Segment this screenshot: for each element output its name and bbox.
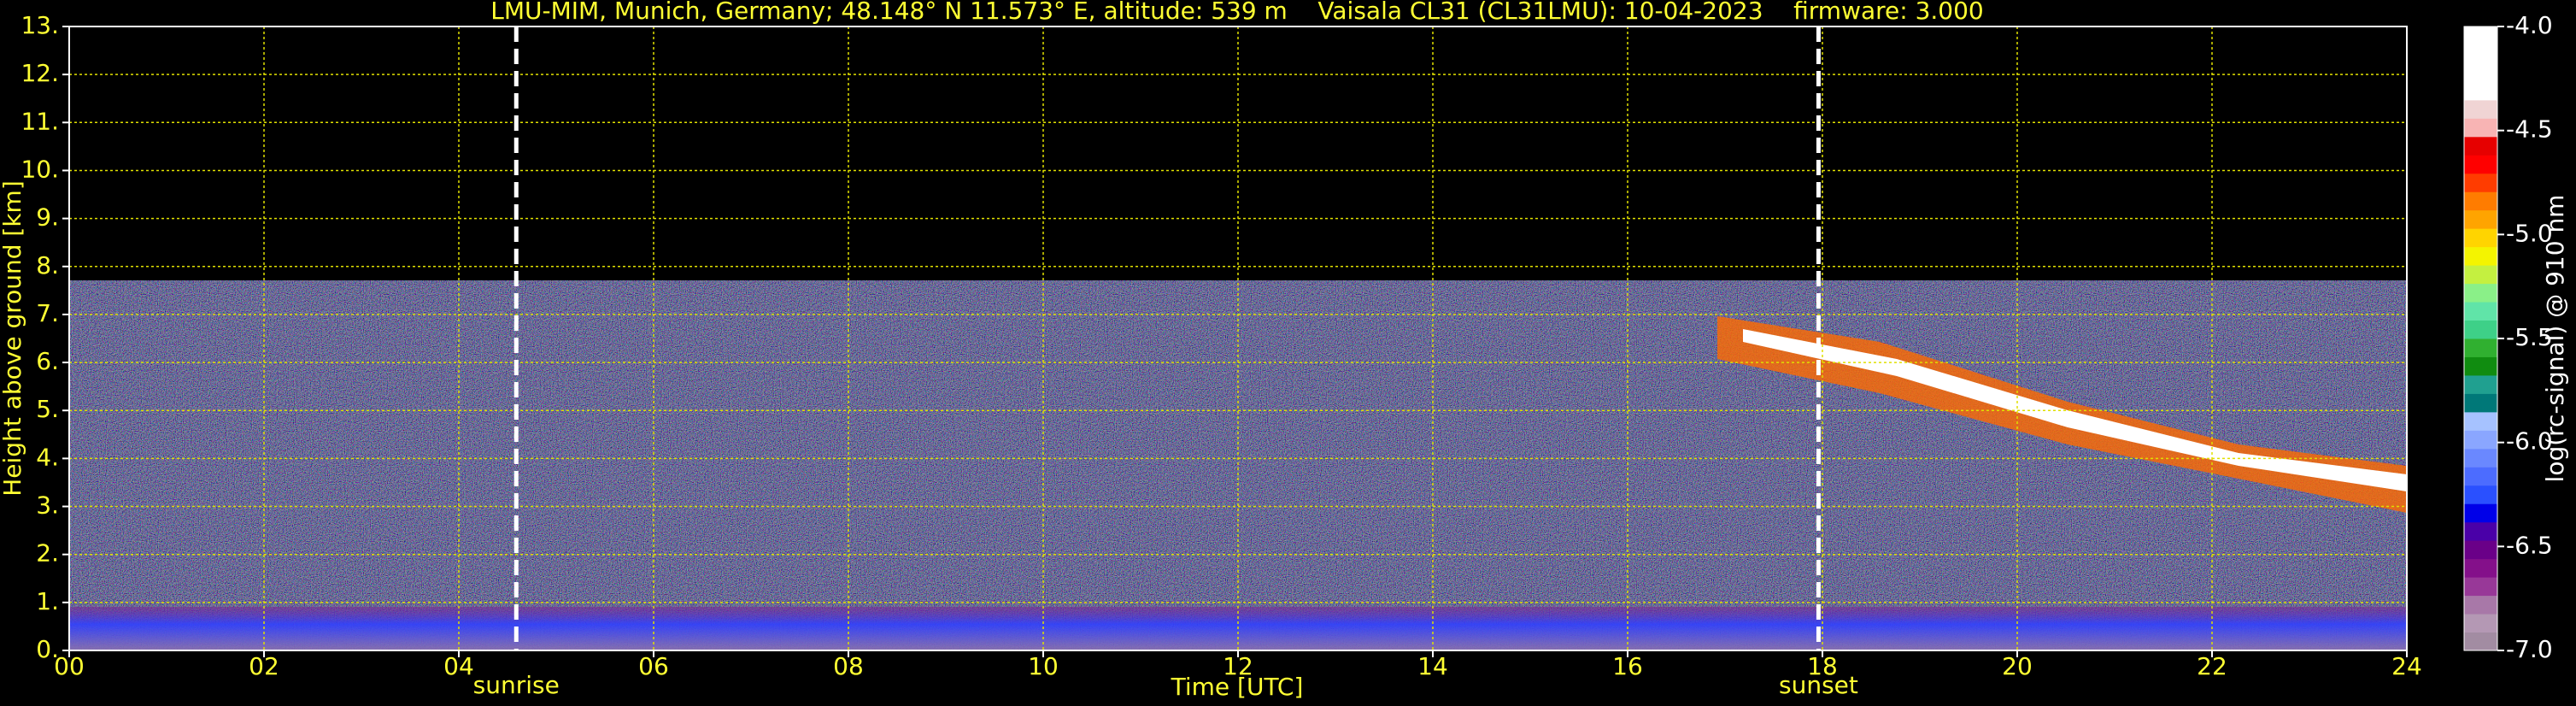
colorbar-segment	[2464, 485, 2497, 504]
x-tick-label: 12	[1223, 652, 1253, 680]
colorbar-tick-label: -5.0	[2506, 219, 2553, 247]
colorbar-segment	[2464, 521, 2497, 541]
colorbar-segment	[2464, 265, 2497, 285]
colorbar-segment	[2464, 44, 2497, 64]
x-tick-label: 08	[833, 652, 864, 680]
colorbar-segment	[2464, 338, 2497, 357]
colorbar-segment	[2464, 558, 2497, 578]
colorbar-tick-label: -6.0	[2506, 427, 2553, 456]
y-tick-label: 12.	[21, 59, 59, 87]
colorbar-segment	[2464, 228, 2497, 248]
colorbar-segment	[2464, 614, 2497, 633]
x-tick-label: 10	[1028, 652, 1059, 680]
colorbar-segment	[2464, 320, 2497, 339]
x-tick-label: 14	[1417, 652, 1448, 680]
x-tick-label: 20	[2002, 652, 2033, 680]
y-tick-label: 2.	[36, 539, 59, 568]
y-tick-label: 7.	[36, 299, 59, 327]
x-axis-label: Time [UTC]	[1171, 673, 1304, 701]
colorbar-segment	[2464, 448, 2497, 468]
x-tick-label: 18	[1807, 652, 1838, 680]
colorbar-segment	[2464, 246, 2497, 266]
x-tick-label: 02	[249, 652, 279, 680]
colorbar-segment	[2464, 540, 2497, 560]
y-tick-label: 0.	[36, 635, 59, 663]
colorbar-tick-label: -7.0	[2506, 635, 2553, 663]
chart-title: LMU-MIM, Munich, Germany; 48.148° N 11.5…	[490, 0, 1984, 25]
y-tick-label: 3.	[36, 491, 59, 520]
colorbar-segment	[2464, 191, 2497, 211]
colorbar-segment	[2464, 302, 2497, 321]
colorbar-segment	[2464, 430, 2497, 450]
colorbar-segment	[2464, 62, 2497, 82]
colorbar-segment	[2464, 283, 2497, 303]
colorbar-segment	[2464, 503, 2497, 523]
y-tick-label: 9.	[36, 203, 59, 232]
colorbar-segment	[2464, 467, 2497, 486]
y-tick-label: 8.	[36, 251, 59, 279]
y-tick-label: 5.	[36, 395, 59, 423]
event-label: sunrise	[473, 671, 560, 699]
y-tick-label: 13.	[21, 11, 59, 39]
event-label: sunset	[1779, 671, 1858, 699]
colorbar-segment	[2464, 356, 2497, 376]
colorbar-tick-label: -6.5	[2506, 531, 2553, 559]
colorbar-segment	[2464, 155, 2497, 174]
x-tick-label: 16	[1612, 652, 1643, 680]
colorbar-segment	[2464, 595, 2497, 615]
colorbar-segment	[2464, 209, 2497, 229]
x-tick-label: 06	[638, 652, 669, 680]
y-tick-label: 1.	[36, 587, 59, 615]
backscatter-noise	[69, 280, 2407, 650]
colorbar-segment	[2464, 81, 2497, 101]
colorbar-tick-label: -4.5	[2506, 115, 2553, 144]
y-tick-label: 11.	[21, 107, 59, 135]
colorbar-segment	[2464, 99, 2497, 119]
colorbar-segment	[2464, 173, 2497, 192]
cloud-core	[1743, 329, 2407, 491]
y-tick-label: 10.	[21, 155, 59, 183]
colorbar-segment	[2464, 136, 2497, 156]
y-axis-label: Height above ground [km]	[0, 180, 26, 497]
y-tick-label: 4.	[36, 443, 59, 471]
colorbar-label: log(rc-signal) @ 910 nm	[2541, 195, 2569, 483]
y-tick-label: 6.	[36, 347, 59, 375]
colorbar-tick-label: -5.5	[2506, 323, 2553, 351]
colorbar-segment	[2464, 374, 2497, 394]
colorbar-segment	[2464, 26, 2497, 45]
colorbar-segment	[2464, 393, 2497, 413]
x-tick-label: 00	[54, 652, 85, 680]
x-tick-label: 22	[2197, 652, 2227, 680]
plot-frame	[68, 26, 2408, 651]
colorbar-tick-label: -4.0	[2506, 11, 2553, 39]
colorbar-segment	[2464, 411, 2497, 431]
x-tick-label: 04	[443, 652, 474, 680]
colorbar-segment	[2464, 118, 2497, 138]
x-tick-label: 24	[2391, 652, 2422, 680]
cloud-layer	[1717, 316, 2407, 513]
colorbar-segment	[2464, 632, 2497, 651]
colorbar-segment	[2464, 577, 2497, 597]
